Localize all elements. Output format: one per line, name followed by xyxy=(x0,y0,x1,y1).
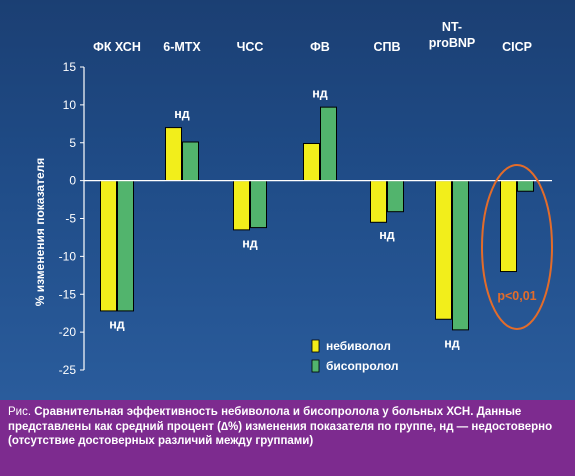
y-axis-title: % изменения показателя xyxy=(33,158,47,307)
legend-swatch xyxy=(311,339,320,353)
legend-label: небиволол xyxy=(326,339,391,353)
bar-nebivolol xyxy=(435,180,452,320)
bar-bisoprolol xyxy=(452,180,469,331)
caption-text: Сравнительная эффективность небиволола и… xyxy=(8,406,553,447)
bar-bisoprolol xyxy=(182,141,199,182)
bar-nebivolol xyxy=(165,127,182,182)
annotation-label: нд xyxy=(242,236,258,250)
y-tick-label: 15 xyxy=(63,60,77,74)
category-label: proBNP xyxy=(429,36,476,50)
annotation-label: нд xyxy=(109,318,125,332)
category-label: NT- xyxy=(442,20,462,34)
bar-bisoprolol xyxy=(250,180,267,229)
caption-prefix: Рис. xyxy=(8,406,32,418)
bar-bisoprolol xyxy=(320,106,337,182)
annotation-label: нд xyxy=(174,107,190,121)
legend-swatch xyxy=(311,359,320,373)
category-label: ЧСС xyxy=(237,40,264,54)
y-tick-label: -15 xyxy=(59,287,77,301)
y-tick-label: -25 xyxy=(59,363,77,377)
y-tick-label: 0 xyxy=(69,174,76,188)
bar-nebivolol xyxy=(500,180,517,273)
y-tick-label: -20 xyxy=(59,325,77,339)
annotation-label: нд xyxy=(379,228,395,242)
axes xyxy=(83,67,552,370)
legend: небиволол бисопролол xyxy=(311,339,399,373)
y-tick-label: 5 xyxy=(69,136,76,150)
y-axis-ticks: -25 -20 -15 -10 -5 0 5 10 15 xyxy=(59,60,84,377)
annotation-label: нд xyxy=(312,87,328,101)
bar-chart: -25 -20 -15 -10 -5 0 5 10 15 ФК ХСН 6-МТХ ЧСС ФВ СПВ… xyxy=(33,20,553,377)
chart-panel: -25 -20 -15 -10 -5 0 5 10 15 ФК ХСН 6-МТХ ЧСС ФВ СПВ… xyxy=(0,0,575,400)
bar-nebivolol xyxy=(233,180,250,231)
bar-bisoprolol xyxy=(117,180,134,312)
y-tick-label: -10 xyxy=(59,249,77,263)
bar-nebivolol xyxy=(370,180,387,223)
annotation-label: p<0,01 xyxy=(497,289,536,303)
category-label: CICP xyxy=(502,40,532,54)
y-tick-label: -5 xyxy=(65,212,76,226)
category-label: ФВ xyxy=(310,40,330,54)
bar-nebivolol xyxy=(303,143,320,182)
highlight-ellipse xyxy=(481,164,553,330)
annotation-label: нд xyxy=(444,336,460,350)
category-labels: ФК ХСН 6-МТХ ЧСС ФВ СПВ NT-proBNP CICP xyxy=(93,20,532,54)
bar-bisoprolol xyxy=(387,180,404,213)
bars xyxy=(100,106,534,331)
bar-nebivolol xyxy=(100,180,117,312)
bar-bisoprolol xyxy=(517,180,534,192)
figure-caption: Рис. Сравнительная эффективность небивол… xyxy=(0,400,575,476)
y-tick-label: 10 xyxy=(63,98,77,112)
category-label: ФК ХСН xyxy=(93,40,141,54)
category-label: 6-МТХ xyxy=(163,40,201,54)
annotations: нд нд нд нд нд нд p<0,01 xyxy=(109,87,553,350)
category-label: СПВ xyxy=(373,40,400,54)
legend-label: бисопролол xyxy=(326,359,399,373)
